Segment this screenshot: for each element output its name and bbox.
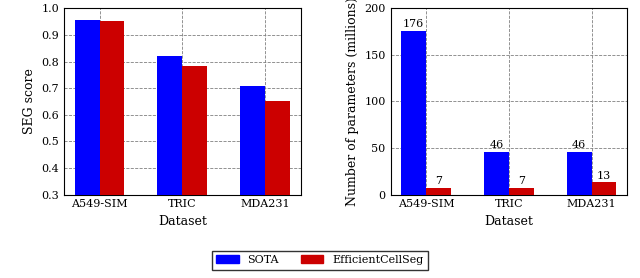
Y-axis label: SEG score: SEG score — [23, 69, 36, 134]
Text: 46: 46 — [572, 140, 586, 150]
Bar — [591, 182, 616, 195]
Bar — [75, 20, 100, 274]
X-axis label: Dataset: Dataset — [484, 215, 533, 228]
Bar — [100, 21, 124, 274]
Bar — [265, 101, 290, 274]
Text: 13: 13 — [597, 171, 611, 181]
Y-axis label: Number of parameters (millions): Number of parameters (millions) — [346, 0, 359, 206]
Bar — [484, 152, 509, 195]
Text: 176: 176 — [403, 19, 424, 29]
Bar — [567, 152, 591, 195]
Bar — [401, 31, 426, 195]
Bar — [509, 188, 534, 195]
Bar — [426, 188, 451, 195]
Text: 7: 7 — [518, 176, 525, 186]
Bar — [157, 56, 182, 274]
X-axis label: Dataset: Dataset — [158, 215, 207, 228]
Bar — [182, 66, 207, 274]
Bar — [240, 86, 265, 274]
Legend: SOTA, EfficientCellSeg: SOTA, EfficientCellSeg — [212, 251, 428, 270]
Text: 7: 7 — [435, 176, 442, 186]
Text: 46: 46 — [490, 140, 504, 150]
